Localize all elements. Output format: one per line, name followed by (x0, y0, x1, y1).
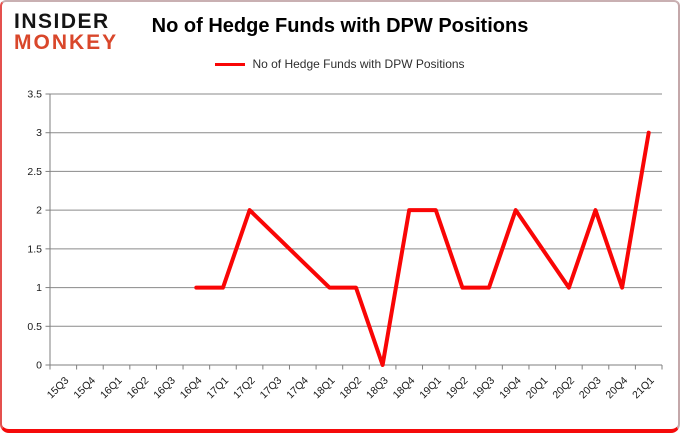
x-axis-label: 16Q3 (151, 375, 178, 402)
logo-monkey: MONKEY (14, 31, 119, 54)
series-line (194, 130, 651, 367)
legend-label: No of Hedge Funds with DPW Positions (252, 57, 465, 71)
y-axis-label: 2.5 (27, 166, 42, 178)
x-axis-label: 19Q2 (444, 375, 471, 402)
x-axis-label: 18Q4 (391, 375, 418, 402)
x-axis-label: 20Q3 (577, 375, 604, 402)
x-axis-label: 20Q2 (550, 375, 577, 402)
x-axis-label: 17Q4 (284, 375, 311, 402)
x-axis-label: 19Q1 (417, 375, 444, 402)
y-axis-label: 1 (36, 282, 42, 294)
legend-line-marker (215, 62, 246, 66)
x-axis-label: 18Q1 (311, 375, 338, 402)
x-axis-label: 15Q4 (71, 375, 98, 402)
x-axis-label: 16Q4 (178, 375, 205, 402)
y-axis-label: 0.5 (27, 321, 42, 333)
x-axis-label: 15Q3 (45, 375, 72, 402)
logo-insider: INSIDER (14, 10, 110, 33)
x-axis-label: 18Q3 (364, 375, 391, 402)
x-axis-label: 20Q4 (604, 375, 631, 402)
chart-title: No of Hedge Funds with DPW Positions (151, 15, 529, 37)
y-axis-label: 3.5 (27, 89, 42, 101)
insider-monkey-logo: INSIDER MONKEY (14, 11, 118, 53)
x-axis-label: 16Q1 (98, 375, 125, 402)
x-axis-label: 17Q1 (204, 375, 231, 402)
x-axis-label: 21Q1 (630, 375, 657, 402)
x-axis-label: 20Q1 (524, 375, 551, 402)
legend: No of Hedge Funds with DPW Positions (2, 57, 678, 71)
x-axis-label: 17Q2 (231, 375, 258, 402)
x-axis-label: 18Q2 (337, 375, 364, 402)
x-axis-label: 19Q3 (471, 375, 498, 402)
y-axis-label: 2 (36, 205, 42, 217)
y-axis-label: 1.5 (27, 243, 42, 255)
y-axis-label: 0 (36, 360, 42, 372)
x-axis-label: 16Q2 (125, 375, 152, 402)
x-axis-label: 17Q3 (258, 375, 285, 402)
x-axis-label: 19Q4 (497, 375, 524, 402)
y-axis-label: 3 (36, 127, 42, 139)
